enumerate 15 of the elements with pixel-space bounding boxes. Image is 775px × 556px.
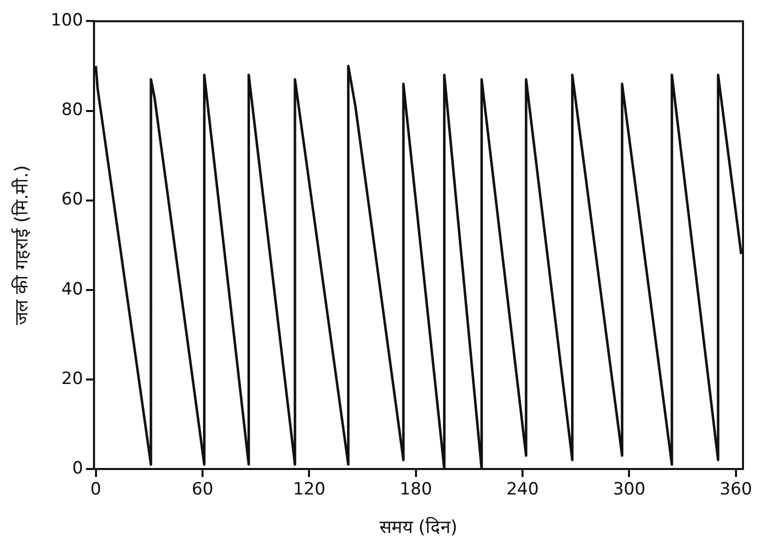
x-tick-label: 120 — [292, 480, 326, 500]
x-tick-label: 240 — [506, 480, 539, 500]
x-tick-label: 180 — [400, 480, 432, 500]
y-tick-label: 20 — [61, 368, 84, 389]
y-tick-label: 60 — [61, 190, 84, 210]
x-tick-label: 360 — [720, 480, 752, 500]
y-tick-label: 100 — [50, 10, 84, 31]
y-tick-label: 40 — [61, 279, 84, 300]
x-tick-label: 300 — [612, 480, 646, 500]
y-tick-label: 0 — [72, 458, 84, 478]
x-tick-label: 60 — [192, 480, 214, 500]
x-axis-title: समय (दिन) — [380, 516, 458, 538]
x-tick-label: 0 — [90, 480, 102, 500]
y-axis-title: जल की गहराई (मि.मी.) — [10, 165, 32, 325]
y-tick-label: 80 — [61, 100, 84, 120]
